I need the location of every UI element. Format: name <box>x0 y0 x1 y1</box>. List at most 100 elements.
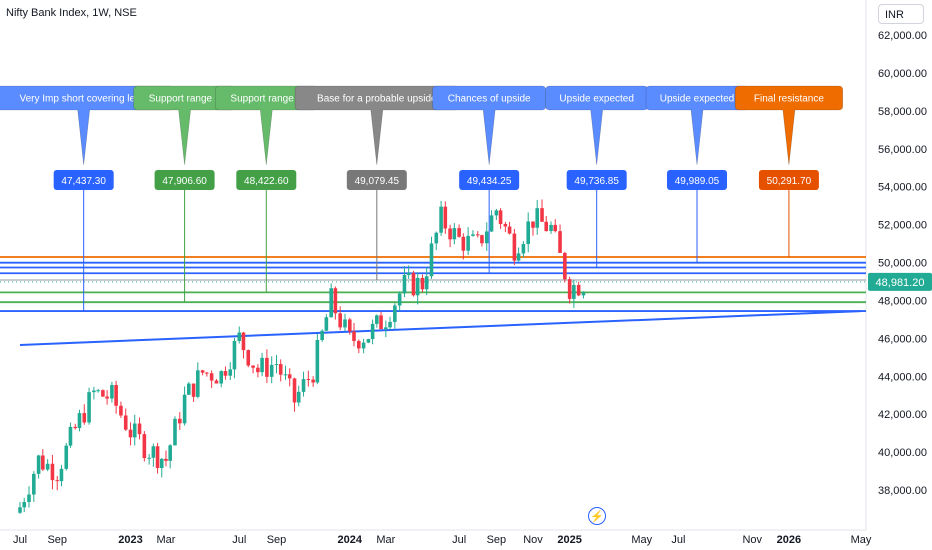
candle <box>563 251 567 283</box>
price-label-box <box>53 170 114 190</box>
candle <box>475 231 480 238</box>
y-tick-label: 50,000.00 <box>878 258 927 270</box>
candle <box>209 370 214 389</box>
candle <box>512 228 517 265</box>
candle <box>494 208 499 220</box>
candle-body <box>260 357 264 373</box>
candle <box>393 303 397 329</box>
y-tick-label: 58,000.00 <box>878 106 927 118</box>
callout-text: Support range 2 <box>149 94 221 105</box>
candle-body <box>484 231 489 244</box>
candle-body <box>553 224 558 232</box>
candle <box>96 388 100 393</box>
candle-body <box>68 426 73 446</box>
candle <box>572 279 576 308</box>
candle <box>55 475 60 491</box>
candle-body <box>370 323 375 340</box>
candle <box>168 444 172 469</box>
y-tick-label: 56,000.00 <box>878 144 927 156</box>
candle-body <box>200 370 205 373</box>
candle-body <box>296 391 301 403</box>
candle <box>347 317 352 335</box>
candle-body <box>265 357 269 377</box>
current-price-text: 48,981.20 <box>876 277 925 289</box>
candle-body <box>228 369 233 376</box>
candle-body <box>77 413 82 429</box>
callout-text: Base for a probable upside <box>317 94 437 105</box>
y-tick-label: 52,000.00 <box>878 220 927 232</box>
candle <box>32 471 36 502</box>
candle <box>388 316 392 331</box>
candle <box>296 385 301 407</box>
candle <box>256 364 260 378</box>
candle <box>406 265 411 279</box>
candle-body <box>540 208 544 222</box>
candle-body <box>544 221 549 232</box>
candle <box>92 386 96 400</box>
lightning-icon[interactable]: ⚡ <box>588 507 606 525</box>
currency-selector[interactable]: INR <box>878 4 924 24</box>
candle-body <box>324 317 329 331</box>
callout-text: Upside expected <box>559 94 634 105</box>
candle-body <box>101 390 105 397</box>
callout-text: Chances of upside <box>448 94 531 105</box>
candle-body <box>96 390 100 392</box>
candle-body <box>292 378 297 403</box>
candle-body <box>41 455 45 470</box>
callout-text: Final resistance <box>754 94 824 105</box>
x-tick-label: Mar <box>376 534 395 546</box>
annotation: Very Imp short covering level 47,437.30 <box>0 85 175 312</box>
candle <box>457 224 461 238</box>
price-label-box <box>566 170 627 190</box>
x-tick-label: 2024 <box>338 534 363 546</box>
candle <box>73 423 78 430</box>
candle <box>246 349 251 368</box>
y-tick-label: 44,000.00 <box>878 371 927 383</box>
candle <box>544 215 549 232</box>
candle-body <box>420 277 425 290</box>
candle-body <box>123 415 128 430</box>
x-tick-label: Jul <box>452 534 466 546</box>
candle-body <box>87 392 91 423</box>
price-label-text: 49,989.05 <box>675 176 720 187</box>
y-tick-label: 48,000.00 <box>878 295 927 307</box>
candle-body <box>347 319 352 332</box>
y-tick-label: 38,000.00 <box>878 485 927 497</box>
callout-text: Support range 1 <box>230 94 302 105</box>
candle-body <box>82 413 87 423</box>
candle-body <box>411 272 416 296</box>
annotation: Chances of upside 49,434.25 <box>432 85 547 274</box>
candle-body <box>251 365 255 368</box>
candle <box>443 201 448 234</box>
candle-body <box>357 341 361 349</box>
candle <box>352 322 356 347</box>
price-label-text: 49,434.25 <box>467 176 512 187</box>
annotation: Final resistance 50,291.70 <box>734 85 844 257</box>
candle-body <box>306 379 311 381</box>
candle <box>549 221 553 234</box>
candle-body <box>278 364 283 375</box>
candle <box>484 222 489 251</box>
candle <box>265 349 269 384</box>
candle <box>434 231 439 251</box>
candle <box>68 422 73 448</box>
candle-body <box>147 457 151 459</box>
candle-body <box>516 253 521 261</box>
candle <box>223 366 228 380</box>
candle <box>420 274 425 293</box>
candle <box>237 326 242 344</box>
candle <box>196 362 200 399</box>
y-tick-label: 40,000.00 <box>878 447 927 459</box>
candle <box>581 291 586 299</box>
candle <box>531 221 535 236</box>
y-tick-label: 60,000.00 <box>878 68 927 80</box>
candle-body <box>480 235 484 244</box>
x-tick-label: Mar <box>156 534 175 546</box>
candle <box>287 368 292 387</box>
candle-body <box>196 370 200 397</box>
callout-bubble <box>432 85 547 166</box>
candle-body <box>549 224 553 232</box>
candle <box>82 404 87 425</box>
candle <box>22 497 27 513</box>
